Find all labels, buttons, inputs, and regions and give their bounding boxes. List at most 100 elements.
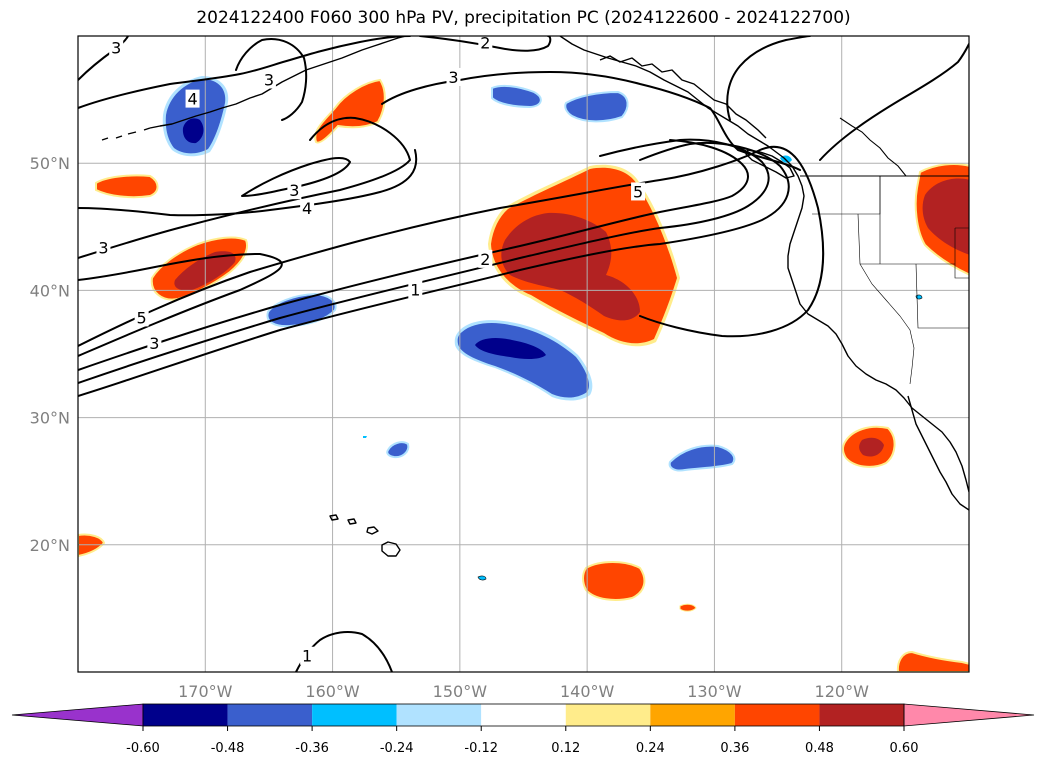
pv-contour-jet-4 (78, 253, 283, 357)
hawaii-oahu (347, 518, 357, 525)
axis-labels: 170°W 160°W 150°W 140°W 130°W 120°W 20°N 30°N 40… (30, 154, 869, 701)
lat-tick-label: 50°N (30, 154, 70, 173)
pv-label-bg (478, 36, 493, 52)
pv-contour-label: 5 (137, 308, 147, 327)
lat-tick-label: 30°N (30, 409, 70, 428)
pv-contour-label: 2 (480, 34, 490, 53)
political-borders (800, 117, 969, 177)
pv-contour-label: 5 (633, 182, 643, 201)
negative-anomaly-gulf-2 (564, 90, 629, 123)
colorbar-bin (734, 704, 820, 726)
positive-anomaly-se (896, 650, 969, 672)
pv-contour-north-5 (235, 38, 308, 121)
pv-contour-label: 3 (289, 181, 299, 200)
pv-contour-label: 4 (302, 199, 312, 218)
pv-contour-label: 1 (410, 280, 420, 299)
pv-contour-mid-3 (78, 149, 418, 217)
pv-label-bg (134, 308, 149, 327)
negative-anomaly-small-2 (477, 575, 487, 581)
pv-label-bg (185, 89, 200, 108)
pv-contour-label: 3 (111, 39, 121, 58)
negative-anomaly-gulf-1 (491, 84, 542, 109)
lon-tick-label: 150°W (433, 682, 488, 701)
pv-contour-north-1 (78, 36, 411, 109)
colorbar-tick-label: -0.36 (295, 741, 329, 756)
positive-anomaly-tropical (582, 561, 646, 601)
pv-contour-jet-3 (78, 139, 749, 371)
negative-anomaly-central (454, 320, 593, 401)
colorbar-bin (565, 704, 651, 726)
pv-contour-jet-5 (78, 145, 825, 347)
vancouver-island (745, 149, 795, 179)
colorbar-tick-label: 0.24 (636, 741, 665, 756)
pv-label-bg (446, 67, 461, 86)
pv-contour-label: 1 (302, 647, 312, 666)
colorbar-bin (819, 704, 904, 726)
us-state-borders (812, 176, 969, 385)
lon-tick-label: 130°W (687, 682, 742, 701)
pv-contour-label: 3 (448, 68, 458, 87)
lon-tick-label: 170°W (178, 682, 233, 701)
pv-contour-north-3 (419, 36, 552, 52)
lon-tick-label: 120°W (815, 682, 870, 701)
coastlines (101, 36, 969, 557)
coastline-canada-islands (599, 55, 767, 139)
hawaii-maui (366, 526, 379, 535)
coastline-alaska-south (559, 36, 969, 493)
negative-anomaly-small-1 (386, 441, 410, 459)
coastline-baja (907, 395, 969, 511)
pv-contour-jet-2 (78, 138, 770, 384)
negative-anomaly-hawaii-ne (668, 444, 736, 472)
border-alaska-canada (839, 117, 907, 177)
colorbar-tick-label: -0.12 (464, 741, 498, 756)
colorbar-bin (227, 704, 313, 726)
aleutian-islands-west (101, 127, 151, 141)
pv-contour-north-6 (726, 36, 811, 121)
colorbar-tick-label: 0.12 (551, 741, 580, 756)
pv-contour-label: 3 (264, 71, 274, 90)
pv-label-bg (408, 280, 423, 299)
map-gridlines (78, 36, 969, 672)
colorbar-tick-label: 0.36 (720, 741, 749, 756)
pv-contour-mid-2 (241, 156, 351, 197)
pv-contour-label: 3 (98, 238, 108, 257)
pv-contour-north-7 (819, 43, 969, 161)
pv-contour-label: 2 (480, 250, 490, 269)
colorbar-bin (650, 704, 735, 726)
lat-tick-label: 40°N (30, 281, 70, 300)
pv-label-bg (96, 238, 111, 257)
hawaii-kauai (329, 514, 339, 521)
colorbar-tick-label: -0.24 (380, 741, 414, 756)
colorbar-bin (396, 704, 482, 726)
colorbar-over-arrow (903, 703, 1035, 727)
colorbar-frame (142, 703, 905, 727)
negative-anomaly-west-mid (266, 292, 337, 328)
colorbar-tick-label: 0.60 (890, 741, 919, 756)
pv-label-bg (147, 333, 162, 352)
pv-contours (78, 36, 969, 672)
pv-label-bg (478, 249, 493, 268)
colorbar: -0.60 -0.48 -0.36 -0.24 -0.12 0.12 0.24 0.36 0.4… (11, 703, 1035, 756)
pv-label-bg (300, 198, 315, 217)
lat-tick-label: 20°N (30, 536, 70, 555)
positive-anomaly-west-us-core (922, 178, 969, 255)
map-title: 2024122400 F060 300 hPa PV, precipitatio… (196, 8, 851, 28)
pv-contour-label: 4 (187, 90, 197, 109)
colorbar-bin (481, 704, 566, 726)
hawaii-big-island (381, 541, 401, 557)
coastline-alaska-aleutians (149, 36, 407, 129)
lon-tick-label: 140°W (560, 682, 615, 701)
colorbar-bin (143, 704, 228, 726)
negative-anomaly-small-5 (363, 436, 367, 438)
colorbar-under-arrow (11, 703, 144, 727)
colorbar-tick-label: -0.60 (126, 741, 160, 756)
pv-label-bg (109, 38, 124, 57)
pv-label-bg (631, 182, 646, 201)
positive-anomaly-tiny (679, 603, 697, 612)
colorbar-bin (312, 704, 397, 726)
pv-label-bg (300, 646, 315, 665)
pv-contour-mid-1 (78, 116, 411, 259)
pv-contour-label: 3 (149, 334, 159, 353)
